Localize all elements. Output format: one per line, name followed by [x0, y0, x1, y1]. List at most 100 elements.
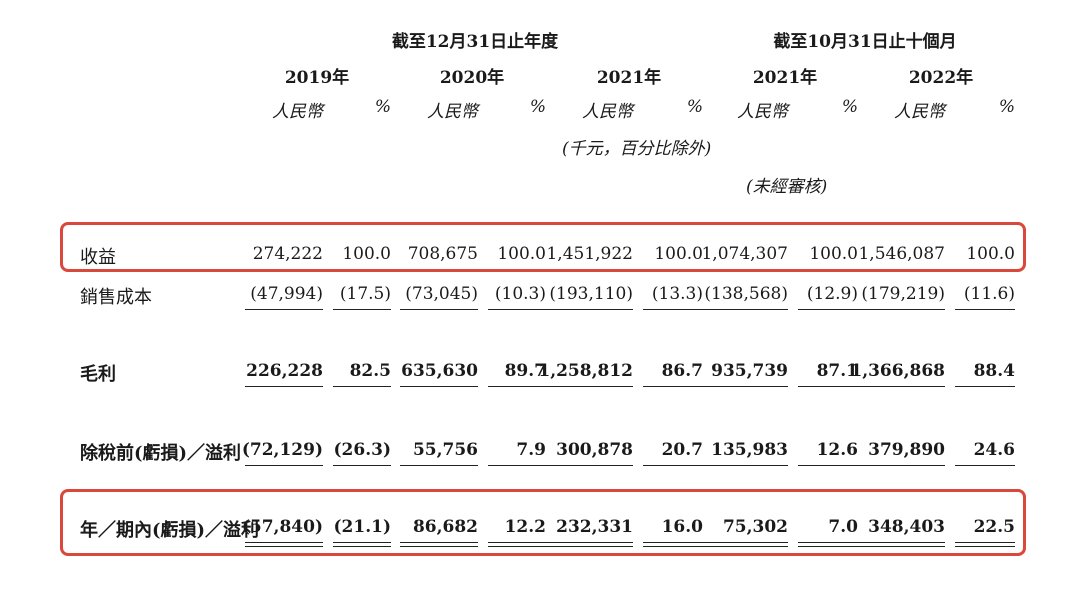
column-underline — [798, 309, 858, 310]
row-label: 收益 — [80, 247, 116, 268]
unit-rmb: 人民幣 — [272, 102, 323, 122]
table-cell: 300,878 — [556, 440, 633, 460]
column-double-underline — [857, 546, 945, 547]
highlight-box-revenue — [60, 222, 1026, 272]
column-underline — [545, 465, 633, 466]
year-header: 2021年 — [596, 68, 662, 88]
table-cell: 75,302 — [722, 517, 788, 537]
table-cell: 16.0 — [661, 517, 703, 537]
column-underline — [333, 386, 391, 387]
table-cell: 100.0 — [809, 244, 858, 264]
table-cell: (47,994) — [250, 284, 323, 304]
column-underline — [545, 309, 633, 310]
row-label: 銷售成本 — [80, 287, 152, 308]
table-cell: 7.0 — [828, 517, 858, 537]
table-cell: (57,840) — [241, 517, 323, 537]
table-cell: 1,366,868 — [850, 361, 945, 381]
column-underline — [857, 386, 945, 387]
unit-rmb: 人民幣 — [427, 102, 478, 122]
column-double-underline — [955, 546, 1015, 547]
group-header-fiscal-year: 截至12月31日止年度 — [391, 32, 559, 52]
note-thousands: (千元，百分比除外) — [562, 139, 712, 159]
column-underline — [488, 309, 546, 310]
table-cell: 274,222 — [252, 244, 323, 264]
column-double-underline — [545, 542, 633, 543]
column-underline — [245, 386, 323, 387]
table-cell: 24.6 — [973, 440, 1015, 460]
table-cell: (12.9) — [806, 284, 858, 304]
column-underline — [400, 309, 478, 310]
table-cell: 12.6 — [816, 440, 858, 460]
table-cell: 55,756 — [412, 440, 478, 460]
column-underline — [333, 465, 391, 466]
column-underline — [245, 465, 323, 466]
column-double-underline — [333, 546, 391, 547]
row-label: 毛利 — [80, 364, 116, 385]
year-header: 2020年 — [439, 68, 505, 88]
table-cell: 708,675 — [407, 244, 478, 264]
table-cell: 100.0 — [966, 244, 1015, 264]
column-underline — [400, 465, 478, 466]
row-label: 除稅前(虧損)／溢利 — [80, 443, 242, 464]
table-cell: 1,451,922 — [546, 244, 633, 264]
table-cell: 100.0 — [654, 244, 703, 264]
column-double-underline — [643, 546, 703, 547]
year-header: 2021年 — [752, 68, 818, 88]
table-cell: (193,110) — [549, 284, 633, 304]
column-double-underline — [488, 542, 546, 543]
column-underline — [400, 386, 478, 387]
table-cell: (26.3) — [333, 440, 392, 460]
column-double-underline — [955, 542, 1015, 543]
table-cell: (73,045) — [405, 284, 478, 304]
table-cell: 232,331 — [556, 517, 633, 537]
column-double-underline — [245, 542, 323, 543]
column-underline — [488, 386, 546, 387]
unit-rmb: 人民幣 — [737, 102, 788, 122]
column-underline — [955, 465, 1015, 466]
table-cell: 20.7 — [661, 440, 703, 460]
table-cell: 135,983 — [711, 440, 788, 460]
table-cell: 1,074,307 — [701, 244, 788, 264]
table-cell: 348,403 — [868, 517, 945, 537]
column-underline — [798, 465, 858, 466]
column-double-underline — [700, 546, 788, 547]
column-underline — [643, 309, 703, 310]
column-underline — [700, 386, 788, 387]
table-cell: 86,682 — [412, 517, 478, 537]
table-cell: 100.0 — [497, 244, 546, 264]
column-underline — [333, 309, 391, 310]
column-underline — [700, 309, 788, 310]
table-cell: 86.7 — [661, 361, 703, 381]
column-double-underline — [643, 542, 703, 543]
table-cell: 88.4 — [973, 361, 1015, 381]
column-double-underline — [400, 542, 478, 543]
table-cell: 226,228 — [246, 361, 323, 381]
table-cell: 100.0 — [342, 244, 391, 264]
column-double-underline — [857, 542, 945, 543]
column-underline — [857, 309, 945, 310]
unit-percent: % — [686, 97, 703, 117]
table-cell: 7.9 — [516, 440, 546, 460]
table-cell: 22.5 — [973, 517, 1015, 537]
column-underline — [700, 465, 788, 466]
unit-rmb: 人民幣 — [582, 102, 633, 122]
table-cell: 1,258,812 — [538, 361, 633, 381]
table-cell: 935,739 — [711, 361, 788, 381]
column-double-underline — [488, 546, 546, 547]
year-header: 2019年 — [284, 68, 350, 88]
highlight-box-profit — [60, 489, 1026, 556]
unit-percent: % — [841, 97, 858, 117]
column-underline — [545, 386, 633, 387]
table-cell: 379,890 — [868, 440, 945, 460]
year-header: 2022年 — [908, 68, 974, 88]
table-cell: (179,219) — [861, 284, 945, 304]
table-cell: (17.5) — [339, 284, 391, 304]
group-header-ten-months: 截至10月31日止十個月 — [773, 32, 957, 52]
table-cell: (13.3) — [651, 284, 703, 304]
column-underline — [245, 309, 323, 310]
table-cell: 82.5 — [349, 361, 391, 381]
column-underline — [643, 386, 703, 387]
table-cell: 89.7 — [504, 361, 546, 381]
column-double-underline — [798, 542, 858, 543]
note-unaudited: (未經審核) — [746, 177, 828, 197]
